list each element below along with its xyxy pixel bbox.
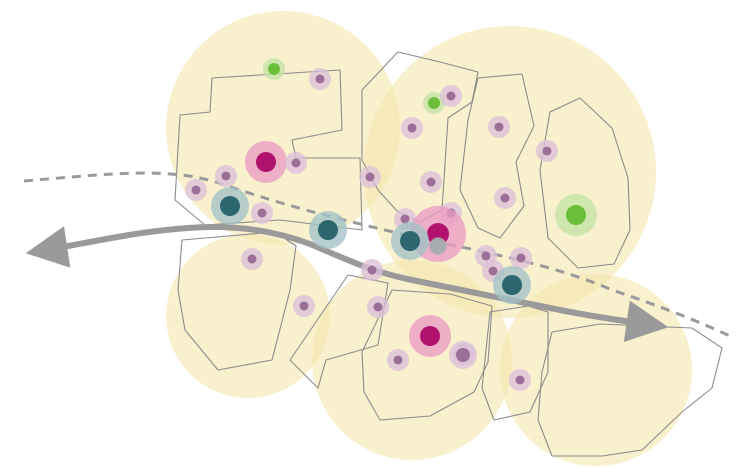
minor-node [387,349,409,371]
minor-node-core [400,214,410,224]
minor-node [494,187,516,209]
transit-node [211,187,249,225]
minor-node-core [407,123,417,133]
minor-node [401,117,423,139]
minor-node [488,116,510,138]
major-node [245,141,287,183]
minor-node-core [365,172,375,182]
minor-node-core [456,348,470,362]
minor-node-core [516,253,526,263]
grey-node-core [430,238,446,254]
minor-node [536,140,558,162]
minor-node-core [247,254,257,264]
minor-node [420,171,442,193]
minor-node-core [481,251,491,261]
minor-node-core [393,355,403,365]
transit-node-core [318,220,338,240]
minor-node-core [494,122,504,132]
catchment-s [312,260,512,460]
minor-node [215,165,237,187]
grey-node [429,237,447,255]
minor-node [285,152,307,174]
minor-node [449,341,477,369]
minor-node-core [426,177,436,187]
minor-node [241,248,263,270]
activity-nodes [185,58,597,391]
minor-node [509,369,531,391]
green-node [555,194,597,236]
minor-node-core [315,74,325,84]
minor-node-core [291,158,301,168]
major-node-core [420,326,440,346]
main-corridor-arrow [25,223,669,343]
green-node-core [268,63,280,75]
green-node [263,58,285,80]
minor-node-core [257,208,267,218]
transit-node [493,266,531,304]
minor-node [293,295,315,317]
parcel-southeast [537,323,723,457]
minor-node-core [191,185,201,195]
minor-node-core [373,302,383,312]
parcel-north-inner [459,73,535,239]
minor-node [367,296,389,318]
minor-node-core [515,375,525,385]
minor-node [440,85,462,107]
minor-node-core [367,265,377,275]
minor-node-core [221,171,231,181]
transit-node [309,211,347,249]
minor-node-core [542,146,552,156]
transit-node [391,222,429,260]
transit-node-core [220,196,240,216]
green-node-core [428,97,440,109]
minor-node [309,68,331,90]
minor-node [510,247,532,269]
minor-node [251,202,273,224]
green-node [423,92,445,114]
minor-node-core [488,266,498,276]
minor-node [359,166,381,188]
minor-node [361,259,383,281]
minor-node-core [500,193,510,203]
green-node-core [566,205,586,225]
major-node [409,315,451,357]
minor-node [185,179,207,201]
minor-node-core [446,91,456,101]
catchment-nw [166,11,400,245]
minor-node-core [299,301,309,311]
transit-node-core [400,231,420,251]
major-node-core [256,152,276,172]
transit-node-core [502,275,522,295]
